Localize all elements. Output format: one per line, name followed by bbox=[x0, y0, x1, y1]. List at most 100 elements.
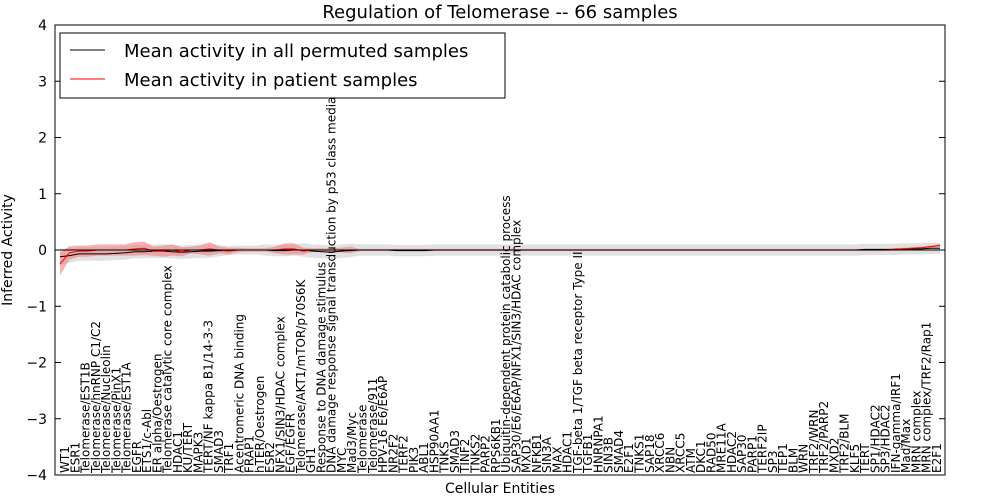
x-tick-label: hTER/Oestrogen bbox=[253, 376, 267, 473]
x-tick-label: Telomerase bbox=[356, 405, 370, 474]
x-tick-label: MXD1 bbox=[520, 438, 534, 473]
x-tick-label: KLF5 bbox=[848, 444, 862, 473]
x-tick-label: SAP30 bbox=[735, 434, 749, 473]
y-tick-label: −4 bbox=[26, 468, 47, 484]
x-tick-label: ETS1/c-Abl bbox=[140, 409, 154, 473]
x-tick-label: TNKS1 bbox=[633, 434, 647, 474]
x-tick-label: GH1 bbox=[304, 447, 318, 473]
x-tick-label: SIN3A bbox=[540, 436, 554, 473]
x-tick-label: Telomerase/EST1B bbox=[79, 362, 93, 474]
x-tick-label: TRF2/WRN bbox=[807, 410, 821, 474]
x-tick-label: TRF2/BLM bbox=[838, 413, 852, 474]
x-tick-label: BLM bbox=[786, 448, 800, 473]
y-tick-label: 3 bbox=[38, 74, 47, 90]
x-tick-label: TERF2IP bbox=[756, 424, 770, 474]
x-tick-label: DNA damage response signal transduction … bbox=[325, 80, 339, 473]
x-tick-label: TERF2 bbox=[397, 435, 411, 474]
x-tick-label: XRCC5 bbox=[674, 433, 688, 473]
x-tick-label: NR2F2 bbox=[386, 434, 400, 474]
x-tick-label: E2F1 bbox=[622, 443, 636, 473]
y-tick-label: 2 bbox=[38, 131, 47, 147]
x-tick-label: Telomerase/Nucleolin bbox=[99, 345, 113, 474]
x-tick-label: TINF2 bbox=[458, 439, 472, 474]
x-tick-label: SAP18 bbox=[643, 434, 657, 473]
y-axis-title: Inferred Activity bbox=[0, 194, 16, 306]
x-tick-label: ESR1 bbox=[68, 442, 82, 473]
x-tick-label: Telomerase/EST1A bbox=[120, 361, 134, 474]
y-tick-label: −3 bbox=[26, 412, 47, 428]
y-tick-label: −2 bbox=[26, 356, 47, 372]
chart-title: Regulation of Telomerase -- 66 samples bbox=[322, 2, 677, 23]
x-tick-label: MRE11A bbox=[715, 422, 729, 473]
x-tick-label: HPV-16 E6/E6AP bbox=[376, 376, 390, 473]
x-tick-label: SP3/HDAC2 bbox=[879, 404, 893, 473]
x-tick-label: Acentromeric DNA binding bbox=[232, 314, 246, 473]
x-axis-tick-labels: WT1ESR1Telomerase/EST1BTelomerase/hnRNP … bbox=[58, 80, 944, 474]
x-tick-label: SMAD4 bbox=[612, 430, 626, 473]
x-tick-label: TERT/NF kappa B1/14-3-3 bbox=[202, 320, 216, 474]
x-tick-label: WT1 bbox=[58, 446, 72, 473]
x-tick-label: Telomerase/AKT1/mTOR/p70S6K bbox=[294, 278, 308, 474]
y-tick-label: 4 bbox=[38, 18, 47, 34]
x-tick-label: SMAD3 bbox=[212, 430, 226, 473]
x-tick-label: Telomerase/PinX1 bbox=[109, 367, 123, 474]
x-tick-label: MAPK3 bbox=[191, 432, 205, 473]
x-tick-label: ESR2 bbox=[263, 442, 277, 473]
x-tick-label: ER alpha/Oestrogen bbox=[150, 354, 164, 473]
x-tick-label: HDAC1 bbox=[561, 431, 575, 473]
x-tick-label: EGF/EGFR bbox=[284, 413, 298, 473]
x-tick-label: MYC bbox=[335, 448, 349, 473]
legend-label-permuted: Mean activity in all permuted samples bbox=[124, 41, 468, 62]
legend-label-patient: Mean activity in patient samples bbox=[124, 70, 418, 91]
x-tick-label: RPS6KB1 bbox=[489, 418, 503, 473]
x-tick-label: Telomerase/911 bbox=[366, 378, 380, 474]
x-tick-label: HDAC1 bbox=[171, 431, 185, 473]
x-tick-label: HNRNPA1 bbox=[592, 415, 606, 473]
x-tick-label: PIK3 bbox=[407, 447, 421, 473]
x-tick-label: PARP2 bbox=[479, 435, 493, 473]
x-tick-label: TNKS2 bbox=[468, 434, 482, 474]
x-axis-title: Cellular Entities bbox=[445, 481, 555, 497]
x-tick-label: SP1/HDAC2 bbox=[868, 404, 882, 473]
x-tick-label: TRF2/PARP2 bbox=[817, 401, 831, 474]
x-tick-label: DKC1 bbox=[694, 441, 708, 473]
x-tick-label: XRCC6 bbox=[653, 433, 667, 473]
x-tick-label: Telomerase/hnRNP C1/C2 bbox=[89, 321, 103, 474]
x-tick-label: IFN-gamma/IRF1 bbox=[889, 373, 903, 473]
x-tick-label: ATM bbox=[684, 448, 698, 473]
x-tick-label: HSP90AA1 bbox=[427, 409, 441, 473]
x-tick-label: TEP1 bbox=[776, 443, 790, 474]
x-tick-label: TNKS bbox=[438, 441, 452, 474]
x-tick-label: MRN complex/TRF2/Rap1 bbox=[920, 322, 934, 473]
x-tick-label: TRF1 bbox=[222, 443, 236, 474]
x-tick-label: E2F1 bbox=[930, 443, 944, 473]
x-tick-label: SAP30/E6/E6AP/NFX1/SIN3/HDAC complex bbox=[509, 220, 523, 473]
x-tick-label: WRN bbox=[797, 444, 811, 473]
x-tick-label: NFKB1 bbox=[530, 433, 544, 473]
x-tick-label: SMAD3 bbox=[448, 430, 462, 473]
x-tick-label: SIN3B bbox=[602, 437, 616, 473]
legend-box bbox=[59, 32, 506, 99]
x-tick-label: TERT bbox=[858, 443, 872, 474]
x-tick-label: NFX1/SIN3/HDAC complex bbox=[273, 316, 287, 473]
y-axis-ticks: −4 −3 −2 −1 0 1 2 3 4 bbox=[26, 18, 945, 484]
x-tick-label: Telomerase catalytic core complex bbox=[161, 265, 175, 474]
legend: Mean activity in all permuted samples Me… bbox=[59, 32, 506, 99]
x-tick-label: HDAC2 bbox=[725, 431, 739, 473]
x-tick-label: SP3 bbox=[766, 451, 780, 474]
y-tick-label: 1 bbox=[38, 187, 47, 203]
x-tick-label: KU/TERT bbox=[181, 422, 195, 473]
x-tick-label: EGFR bbox=[130, 441, 144, 473]
x-tick-label: PARP1 bbox=[745, 435, 759, 473]
x-tick-label: NBN bbox=[663, 447, 677, 473]
x-tick-label: TGFB1 bbox=[581, 434, 595, 474]
x-tick-label: MRN complex bbox=[910, 391, 924, 473]
x-tick-label: RAD50 bbox=[704, 432, 718, 473]
x-tick-label: MXD2 bbox=[827, 438, 841, 473]
x-tick-label: ABL1 bbox=[417, 442, 431, 473]
x-tick-label: Mad/Max bbox=[899, 419, 913, 473]
y-tick-label: −1 bbox=[26, 299, 47, 315]
x-tick-label: Response to DNA damage stimulus bbox=[315, 262, 329, 473]
x-tick-label: Mad3/Myc bbox=[345, 412, 359, 473]
